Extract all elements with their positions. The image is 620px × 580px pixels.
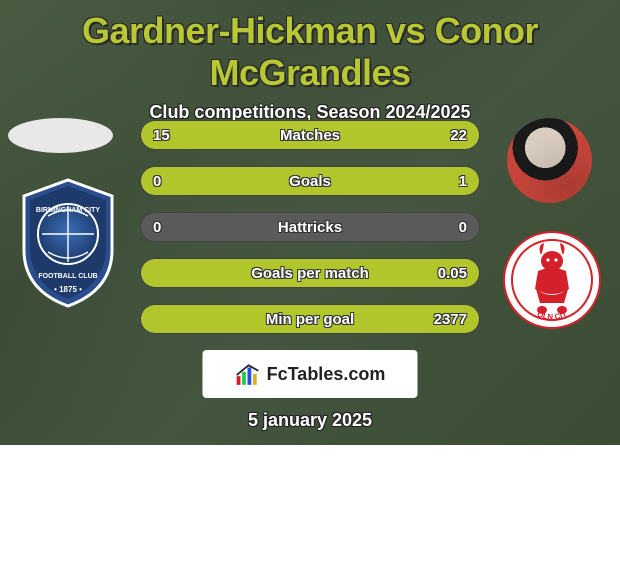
stat-row: Goals per match 0.05 [140,258,480,288]
stat-value-right: 0.05 [438,265,467,282]
stat-row: Min per goal 2377 [140,304,480,334]
stat-label: Hattricks [278,219,342,236]
svg-text:• 1875 •: • 1875 • [54,285,82,294]
stat-label: Goals per match [251,265,369,282]
svg-text:BIRMINGHAM CITY: BIRMINGHAM CITY [36,207,100,214]
stat-value-left: 0 [153,219,161,236]
stat-value-right: 22 [450,127,467,144]
stat-row: 0 Goals 1 [140,166,480,196]
club-badge-right: OLN CIT [502,225,602,355]
stat-label: Min per goal [266,311,354,328]
fctables-label: FcTables.com [267,364,386,385]
stat-label: Matches [280,127,340,144]
fctables-badge: FcTables.com [203,350,418,398]
stat-value-right: 0 [459,219,467,236]
comparison-card: Gardner-Hickman vs Conor McGrandles Club… [0,0,620,580]
stat-row: 15 Matches 22 [140,120,480,150]
stat-label: Goals [289,173,331,190]
stat-row: 0 Hattricks 0 [140,212,480,242]
svg-text:FOOTBALL CLUB: FOOTBALL CLUB [38,273,97,280]
page-title: Gardner-Hickman vs Conor McGrandles [0,0,620,94]
stat-value-left: 0 [153,173,161,190]
blank-area [0,445,620,580]
stat-value-right: 1 [459,173,467,190]
date-label: 5 january 2025 [0,410,620,431]
club-badge-left: BIRMINGHAM CITY FOOTBALL CLUB • 1875 • [18,178,118,308]
stat-value-left: 15 [153,127,170,144]
chart-icon [235,361,261,387]
player-right-photo [507,118,592,203]
stats-panel: 15 Matches 22 0 Goals 1 0 Hattricks 0 Goals per m… [140,120,480,350]
stat-value-right: 2377 [434,311,467,328]
player-left-photo [8,118,113,153]
